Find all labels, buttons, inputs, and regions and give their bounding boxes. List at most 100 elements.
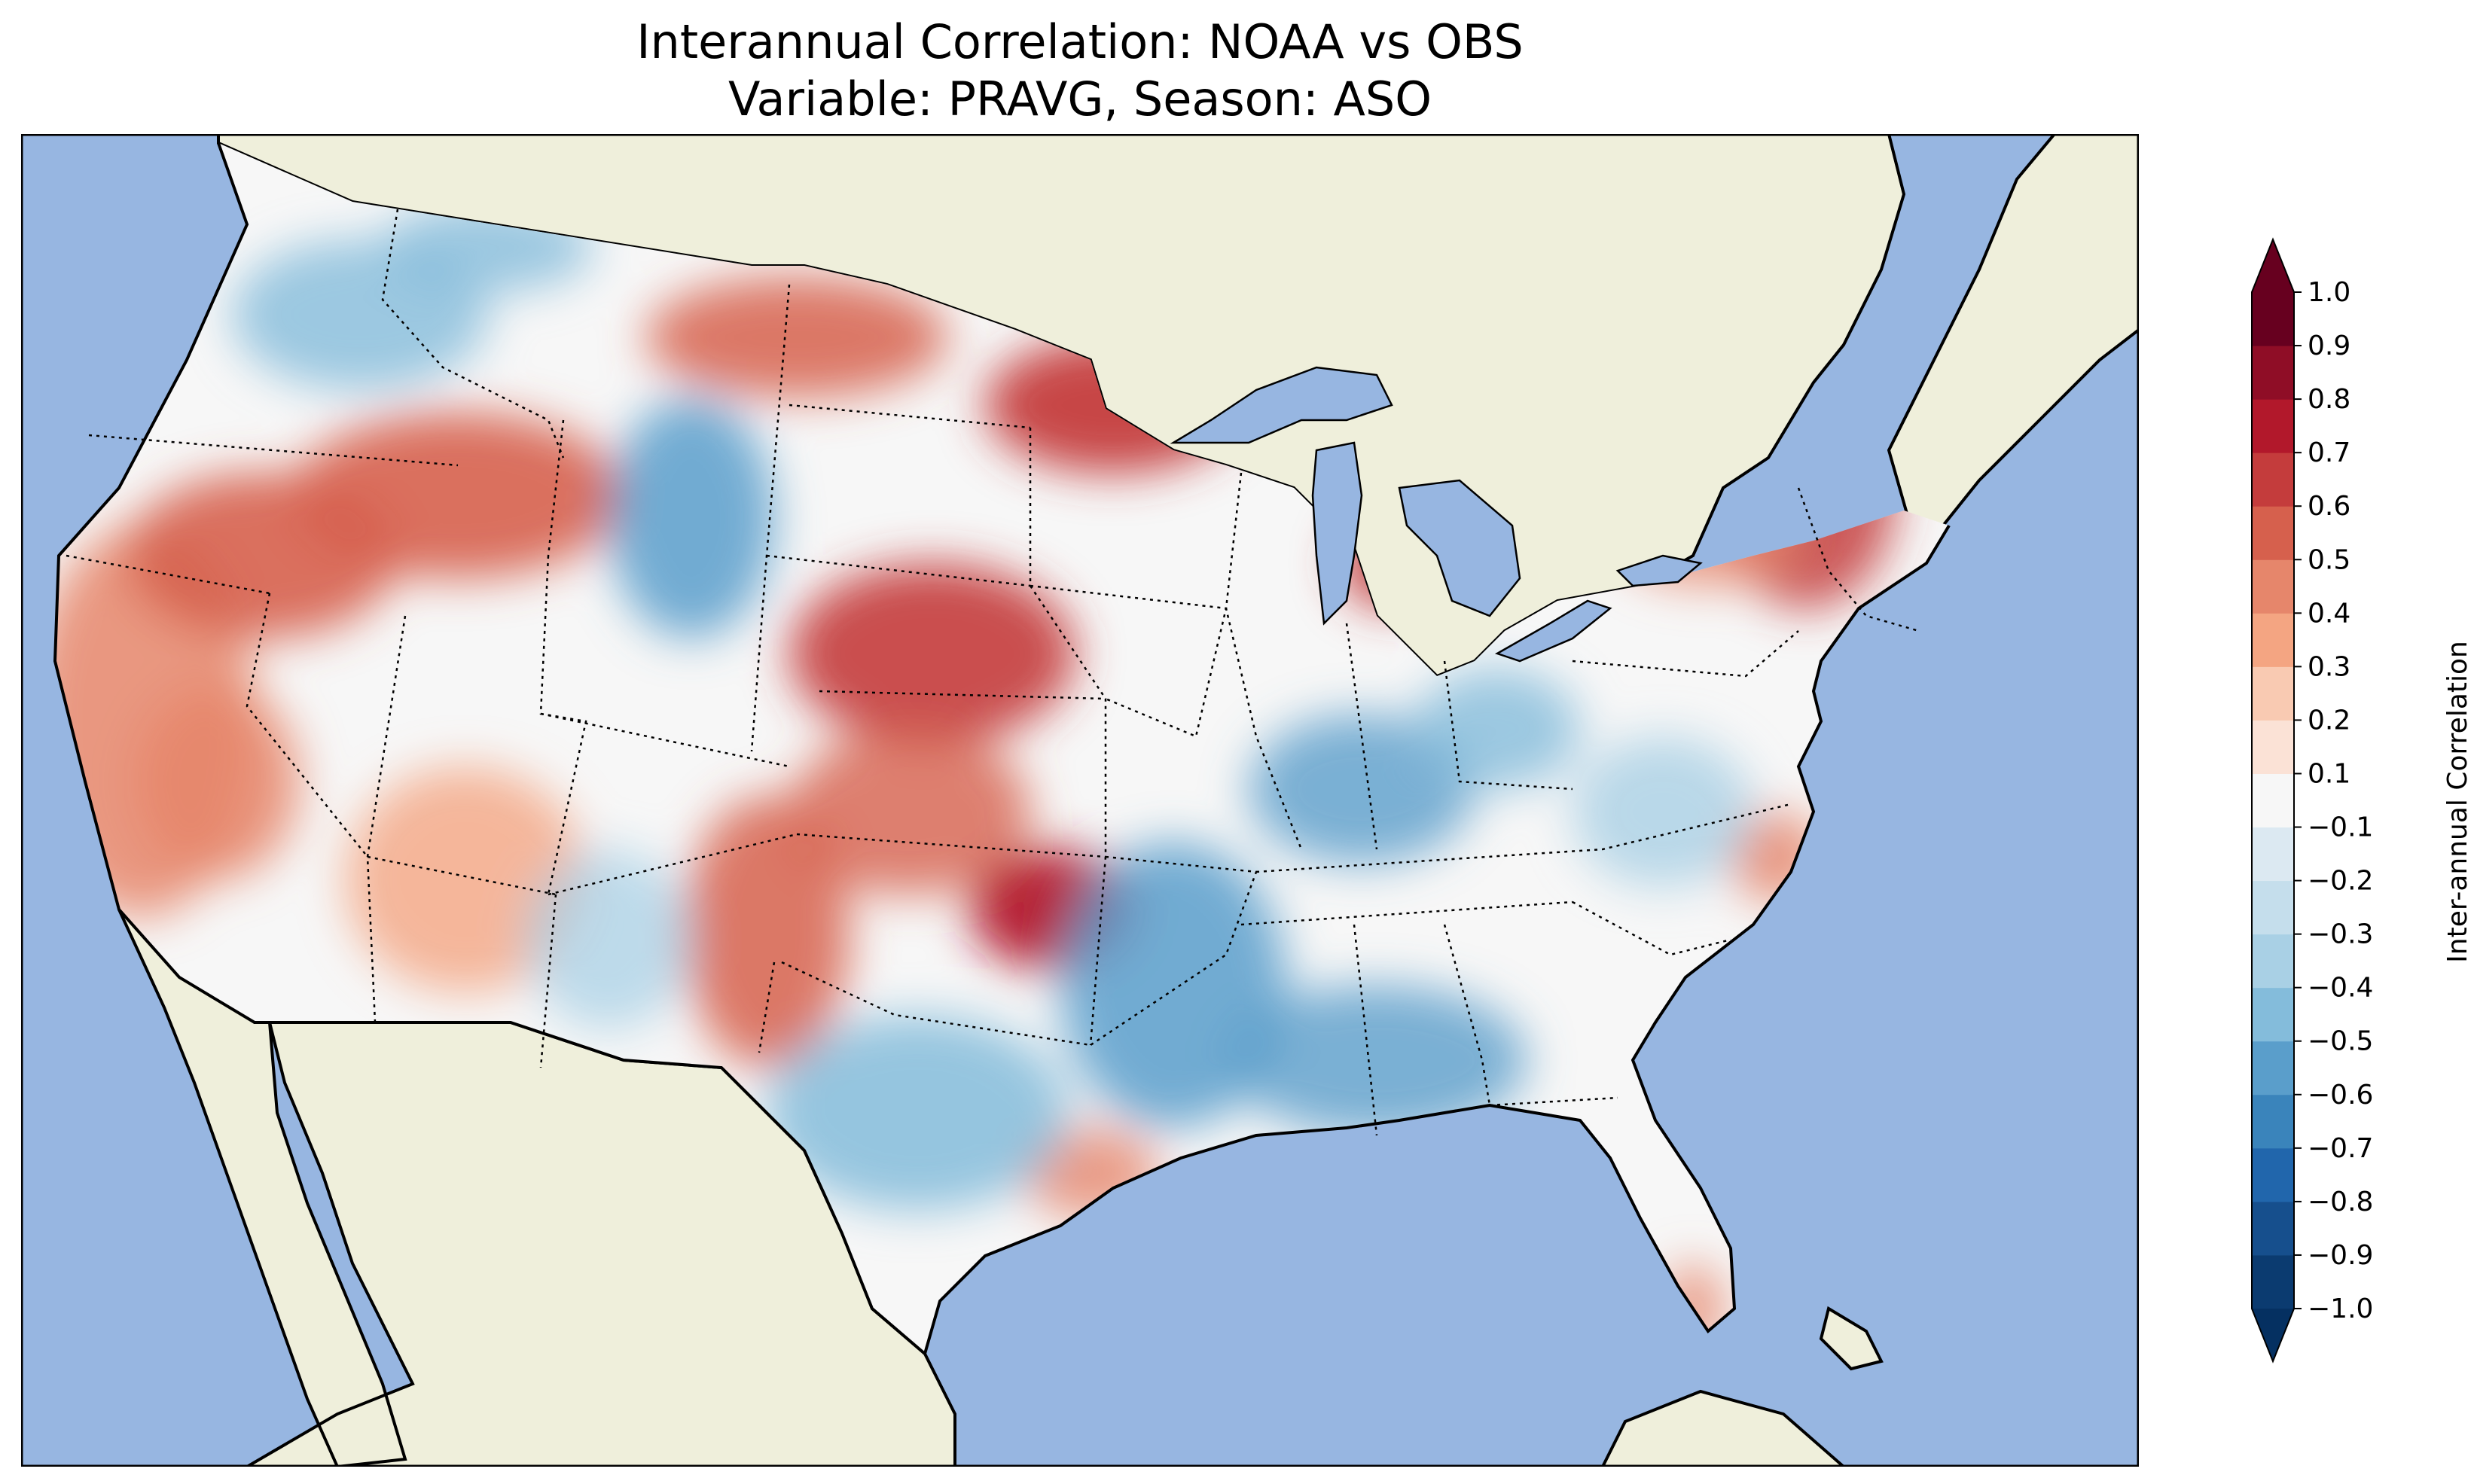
colorbar-tick-label: 0.5 xyxy=(2308,544,2350,575)
field-blob-pos-newmexico xyxy=(684,797,850,1068)
field-blob-neg-wyoming xyxy=(609,398,774,638)
colorbar-tick-label: −0.9 xyxy=(2308,1240,2373,1271)
field-blob-pos-arizona xyxy=(345,766,586,992)
colorbar-tick-label: 0.9 xyxy=(2308,331,2350,361)
colorbar-band xyxy=(2252,934,2294,989)
colorbar-title: Inter-annual Correlation xyxy=(2442,641,2473,963)
border-ms-al xyxy=(1353,924,1378,1136)
colorbar-labels: −1.0 −0.9 −0.8 −0.7 −0.6 −0.5 −0.4 −0.3 −0.2 −0.1… xyxy=(2294,277,2473,1324)
border-wy-co xyxy=(540,712,790,768)
colorbar-tick-label: 0.7 xyxy=(2308,437,2350,468)
border-ut-co xyxy=(539,555,587,895)
border-mo-ar xyxy=(1090,855,1258,1047)
lake-superior xyxy=(1170,366,1393,444)
colorbar-ticks: −1.0 −0.9 −0.8 −0.7 −0.6 −0.5 −0.4 −0.3 −0.2 −0.1… xyxy=(2294,277,2373,1324)
border-nm-tx xyxy=(758,961,776,1053)
border-il-in xyxy=(1225,472,1303,850)
border-ia-mo xyxy=(1030,584,1228,738)
border-mn-wi xyxy=(1029,428,1107,1046)
colorbar-band xyxy=(2252,506,2294,560)
colorbar-tick-label: 0.4 xyxy=(2308,598,2350,629)
colorbar-body xyxy=(2251,237,2295,1364)
title-line-1: Interannual Correlation: NOAA vs OBS xyxy=(636,14,1524,69)
border-in-oh xyxy=(1345,623,1378,850)
us-outline xyxy=(53,142,1951,1357)
colorbar xyxy=(2251,237,2295,1364)
border-ne-ks xyxy=(819,690,1106,700)
colorbar-tick-label: −0.4 xyxy=(2308,973,2373,1004)
colorbar-tick-label: −1.0 xyxy=(2308,1294,2373,1324)
border-az-nm xyxy=(539,894,557,1068)
field-blob-neg-gulf xyxy=(1226,985,1527,1135)
colorbar-band xyxy=(2252,880,2294,935)
border-pa-ny xyxy=(1572,630,1799,678)
field-blob-neg-texas xyxy=(767,1015,1068,1211)
border-id-mt xyxy=(381,209,565,459)
colorbar-band xyxy=(2252,827,2294,882)
border-ut-az xyxy=(367,855,557,896)
correlation-map xyxy=(21,134,2139,1467)
border-ga-fl xyxy=(1489,1096,1618,1107)
field-blob-pos-idaho xyxy=(292,413,624,578)
colorbar-tick-label: 0.6 xyxy=(2308,491,2350,522)
colorbar-band xyxy=(2252,453,2294,507)
lake-huron xyxy=(1398,479,1521,617)
field-blob-neg-virginia xyxy=(1573,736,1753,887)
border-sd-ne xyxy=(766,554,1031,587)
border-ca-nv xyxy=(246,593,368,858)
field-blob-neg-ohio-valley xyxy=(1249,714,1475,864)
yucatan-land xyxy=(1600,1389,1847,1467)
lake-erie xyxy=(1494,599,1612,663)
colorbar-band xyxy=(2252,292,2294,346)
border-wa-or xyxy=(88,434,459,467)
colorbar-tick-label: −0.6 xyxy=(2308,1080,2373,1111)
lake-michigan xyxy=(1311,441,1363,626)
colorbar-band xyxy=(2252,1201,2294,1256)
field-blob-pos-montana xyxy=(646,277,947,398)
field-blob-pos-socal xyxy=(134,684,300,879)
colorbar-band xyxy=(2252,773,2294,828)
colorbar-band xyxy=(2252,1041,2294,1095)
state-borders xyxy=(66,209,1920,1136)
title-line-2: Variable: PRAVG, Season: ASO xyxy=(728,72,1432,126)
colorbar-extend-under xyxy=(2252,1309,2294,1361)
colorbar-extend-over xyxy=(2252,239,2294,292)
colorbar-band xyxy=(2252,720,2294,774)
border-tn-south xyxy=(1240,900,1573,926)
border-ks-ok xyxy=(796,833,1106,858)
colorbar-tick-label: 0.1 xyxy=(2308,758,2350,789)
maritime-land xyxy=(1887,134,2139,559)
border-carolinas xyxy=(1572,900,1731,956)
border-new-england xyxy=(1797,487,1920,632)
colorbar-band xyxy=(2252,1147,2294,1202)
border-al-ga xyxy=(1443,924,1491,1106)
colorbar-tick-label: −0.7 xyxy=(2308,1133,2373,1164)
field-blob-pos-nebraska xyxy=(789,563,1075,744)
field-blob-pos-kansas xyxy=(789,729,1030,894)
border-oh-pa xyxy=(1443,660,1573,791)
map-title: Interannual Correlation: NOAA vs OBS Var… xyxy=(21,14,2139,128)
field-blob-neg-colorado xyxy=(526,849,691,1030)
colorbar-band xyxy=(2252,1094,2294,1149)
colorbar-band xyxy=(2252,613,2294,667)
lake-ontario xyxy=(1615,554,1703,587)
colorbar-tick-label: −0.5 xyxy=(2308,1026,2373,1057)
colorbar-tick-label: −0.2 xyxy=(2308,866,2373,897)
border-ok-tx xyxy=(781,961,1091,1047)
border-id-wy xyxy=(547,419,565,556)
border-nd-sd xyxy=(789,404,1031,429)
colorbar-band xyxy=(2252,666,2294,721)
great-lakes xyxy=(1170,366,1703,663)
colorbar-band xyxy=(2252,399,2294,453)
field-blob-neg-indiana xyxy=(1414,669,1580,789)
colorbar-tick-label: 1.0 xyxy=(2308,277,2350,308)
colorbar-tick-label: −0.1 xyxy=(2308,812,2373,843)
colorbar-band xyxy=(2252,1254,2294,1309)
colorbar-tick-label: 0.3 xyxy=(2308,651,2350,682)
map-frame xyxy=(21,134,2139,1467)
colorbar-tick-label: −0.8 xyxy=(2308,1187,2373,1217)
colorbar-tick-label: 0.2 xyxy=(2308,705,2350,736)
country-borders xyxy=(53,142,1951,1357)
colorbar-tick-label: 0.8 xyxy=(2308,384,2350,415)
colorbar-band xyxy=(2252,987,2294,1042)
